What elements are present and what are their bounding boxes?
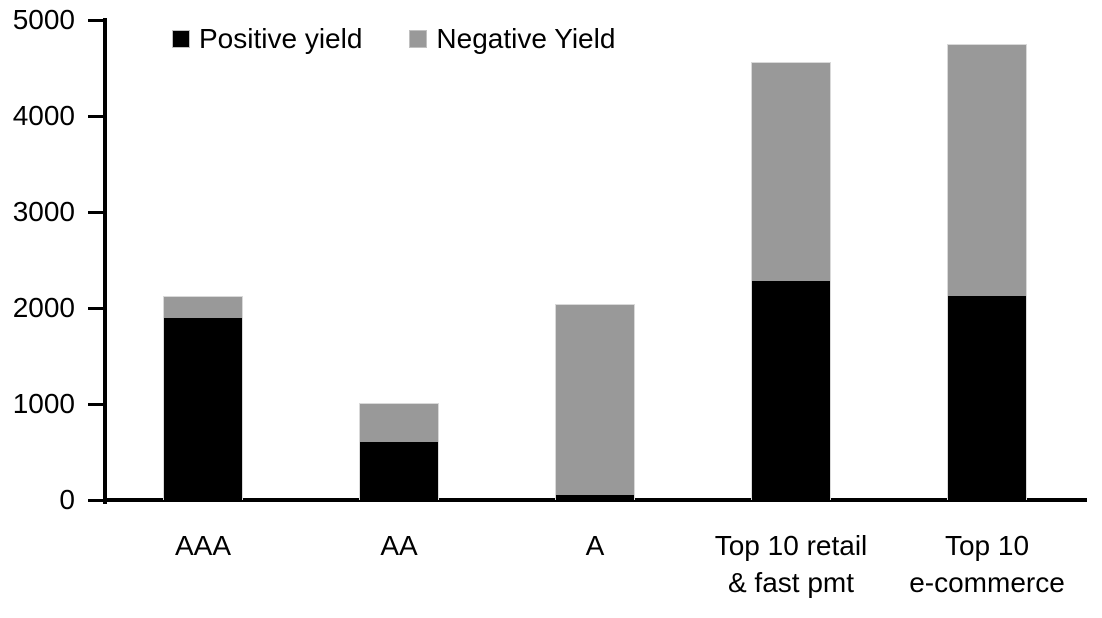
bar-a [555, 304, 635, 500]
x-axis-line [103, 498, 1087, 502]
bar-segment-positive-yield [164, 317, 242, 500]
legend-item-positive-yield: Positive yield [172, 24, 362, 54]
x-axis-label-a: A [585, 530, 605, 561]
bar-segment-positive-yield [752, 281, 830, 500]
legend-label: Positive yield [199, 23, 363, 54]
chart-legend: Positive yield Negative Yield [172, 24, 615, 54]
y-axis-tick-label: 1000 [12, 388, 75, 419]
x-axis-label-top-10: Top 10 e-commerce [909, 530, 1065, 598]
y-axis-tick [88, 210, 103, 214]
y-axis-tick [88, 306, 103, 310]
bar-segment-positive-yield [556, 495, 634, 500]
y-axis-tick [88, 18, 103, 22]
bar-top-10-retail [751, 62, 831, 500]
bar-segment-negative-yield [752, 63, 830, 282]
x-axis-label-aaa: AAA [174, 530, 232, 561]
legend-label: Negative Yield [436, 23, 616, 54]
y-axis-tick-label: 2000 [12, 292, 75, 323]
bar-segment-positive-yield [360, 442, 438, 500]
y-axis-tick-label: 4000 [12, 100, 75, 131]
y-axis-tick-label: 3000 [12, 196, 75, 227]
plot-area: 0 1000 2000 3000 4000 5000 [13, 4, 1087, 515]
y-axis-tick-label: 5000 [12, 4, 75, 35]
legend-item-negative-yield: Negative Yield [409, 24, 615, 54]
legend-swatch-icon [172, 30, 190, 48]
y-axis-tick [88, 402, 103, 406]
bar-aaa [163, 296, 243, 500]
bar-segment-negative-yield [556, 305, 634, 496]
bar-top-10 [947, 43, 1027, 500]
bar-segment-positive-yield [948, 295, 1026, 500]
legend-swatch-icon [409, 30, 428, 48]
bar-segment-negative-yield [948, 44, 1026, 296]
y-axis-tick [88, 498, 103, 502]
y-axis-tick [88, 114, 103, 118]
x-axis-label-aa: AA [380, 530, 418, 561]
y-axis-tick-label: 0 [59, 484, 75, 515]
bar-segment-negative-yield [360, 404, 438, 443]
x-axis-label-top-10-retail: Top 10 retail & fast pmt [714, 530, 868, 598]
y-axis-line [103, 18, 107, 504]
bar-aa [359, 403, 439, 500]
bar-segment-negative-yield [164, 297, 242, 318]
